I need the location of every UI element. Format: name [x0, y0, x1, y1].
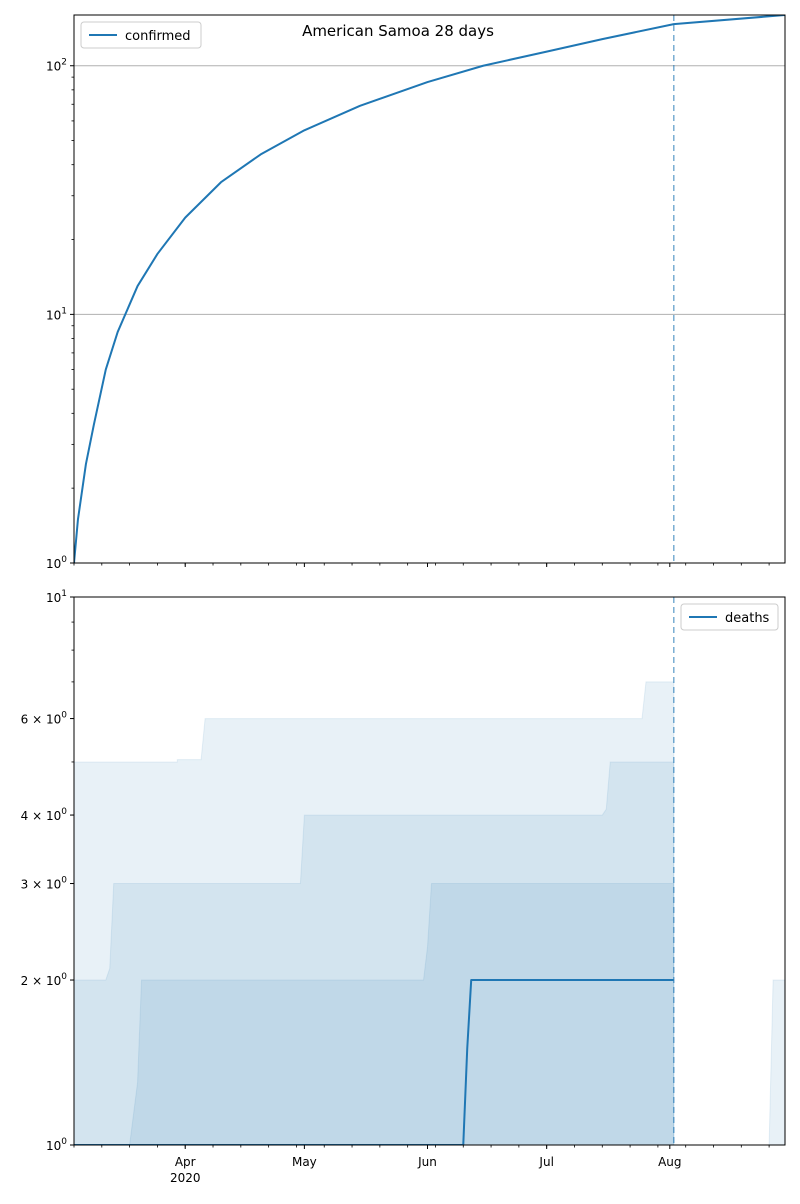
y-tick-label-exponent: 2 — [61, 58, 67, 68]
axes-frame — [73, 14, 786, 564]
y-tick-label-base: 6 × 10 — [21, 713, 62, 727]
y-tick-label: 101 — [46, 306, 67, 322]
y-tick-label: 6 × 100 — [21, 711, 68, 727]
y-tick-label: 100 — [46, 555, 67, 571]
y-tick-label-base: 10 — [46, 591, 61, 605]
confidence-band-0 — [74, 681, 675, 1145]
plot-area — [74, 15, 785, 563]
y-tick-label: 4 × 100 — [21, 807, 68, 823]
y-tick-label: 102 — [46, 58, 67, 74]
y-tick-label-exponent: 0 — [61, 807, 67, 817]
y-tick-label: 2 × 100 — [21, 972, 68, 988]
series-line-deaths — [74, 979, 674, 1145]
confidence-band-3 — [768, 979, 785, 1145]
x-tick-label: Aug — [658, 1155, 681, 1169]
legend: confirmed — [80, 21, 202, 49]
axes-frame — [73, 596, 786, 1146]
y-tick-label-base: 4 × 10 — [21, 809, 62, 823]
y-tick-label-base: 3 × 10 — [21, 878, 62, 892]
y-tick-label-base: 10 — [46, 308, 61, 322]
y-tick-label-exponent: 1 — [61, 306, 67, 316]
y-tick-label-exponent: 0 — [61, 972, 67, 982]
y-tick-label-exponent: 0 — [61, 876, 67, 886]
y-tick-label: 101 — [46, 589, 67, 605]
plot-area — [74, 681, 785, 1145]
y-tick-label-exponent: 1 — [61, 589, 67, 599]
y-tick-label-base: 10 — [46, 60, 61, 74]
y-tick-label-exponent: 0 — [61, 555, 67, 565]
y-tick-label-base: 10 — [46, 557, 61, 571]
y-tick-label-base: 2 × 10 — [21, 974, 62, 988]
y-tick-label-exponent: 0 — [61, 711, 67, 721]
x-tick-label: Jul — [538, 1155, 553, 1169]
legend-label: deaths — [725, 611, 770, 626]
x-tick-label: May — [292, 1155, 317, 1169]
chart-title: American Samoa 28 days — [302, 22, 494, 40]
series-line-confirmed — [74, 15, 785, 563]
legend-box — [680, 603, 779, 631]
y-tick-label: 100 — [46, 1137, 67, 1153]
confidence-band-2 — [129, 883, 675, 1145]
confidence-band-1 — [74, 761, 675, 1145]
x-tick-label: Jun — [417, 1155, 437, 1169]
y-tick-label-exponent: 0 — [61, 1137, 67, 1147]
y-tick-label: 3 × 100 — [21, 876, 68, 892]
legend: deaths — [680, 603, 779, 631]
legend-box — [80, 21, 202, 49]
x-tick-label: Apr — [175, 1155, 196, 1169]
x-year-label: 2020 — [170, 1171, 201, 1185]
legend-label: confirmed — [125, 29, 191, 44]
y-tick-label-base: 10 — [46, 1139, 61, 1153]
